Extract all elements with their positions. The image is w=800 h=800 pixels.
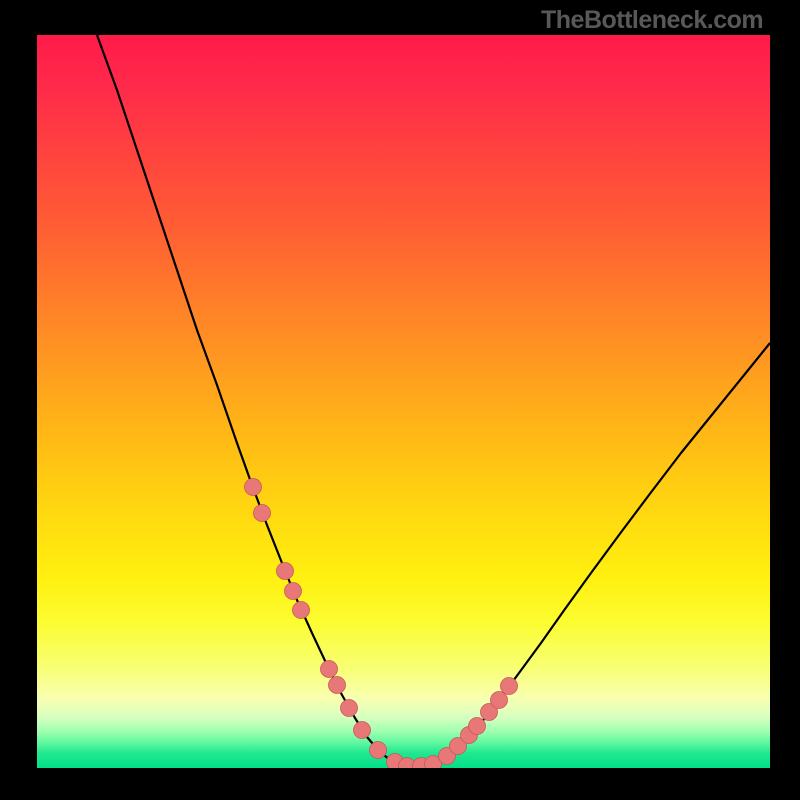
watermark-text: TheBottleneck.com — [541, 6, 763, 35]
plot-area — [37, 35, 770, 768]
chart-svg — [37, 35, 770, 768]
